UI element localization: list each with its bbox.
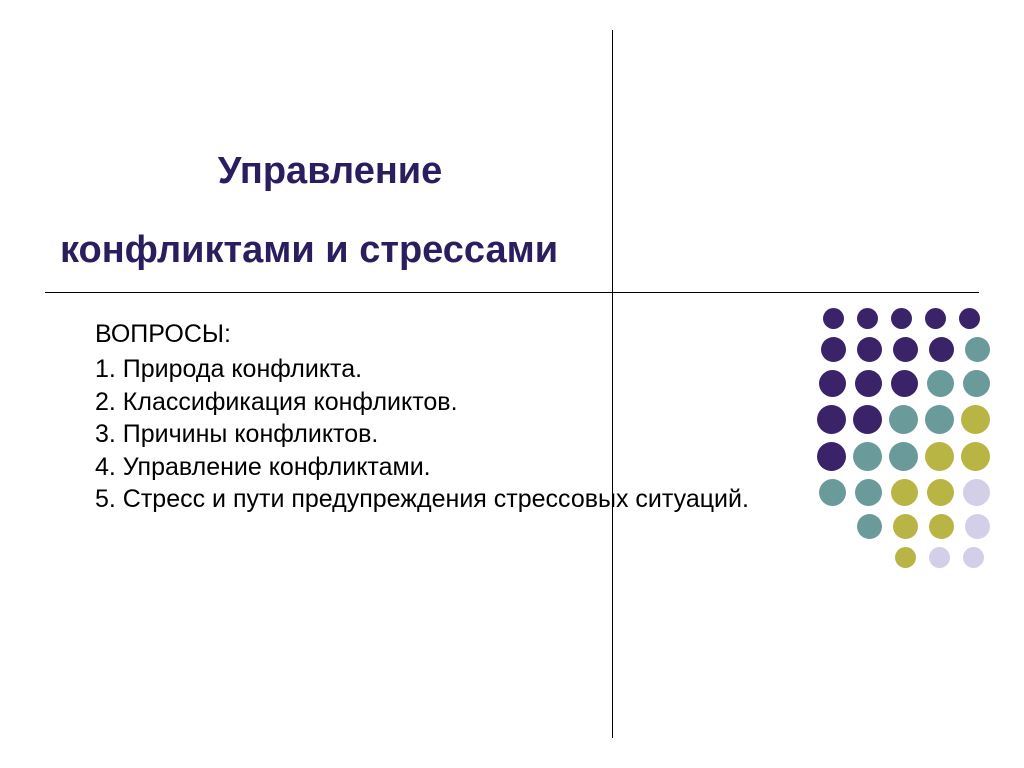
decorative-dot xyxy=(817,405,846,434)
decorative-dot xyxy=(925,405,954,434)
decorative-dot xyxy=(857,337,882,362)
dot-row xyxy=(821,337,990,362)
decorative-dot xyxy=(929,337,954,362)
decorative-dot xyxy=(893,514,918,539)
decorative-dot xyxy=(925,442,954,471)
decorative-dot xyxy=(895,547,916,568)
decorative-dot xyxy=(823,308,844,329)
decorative-dot xyxy=(891,370,918,397)
decorative-dot xyxy=(891,308,912,329)
decorative-dot xyxy=(855,479,882,506)
dot-row xyxy=(857,514,990,539)
decorative-dot xyxy=(961,405,990,434)
question-item: 5. Стресс и пути предупреждения стрессов… xyxy=(95,483,795,516)
decorative-dot xyxy=(817,442,846,471)
decorative-dot xyxy=(927,370,954,397)
decorative-dot xyxy=(889,442,918,471)
decorative-dot xyxy=(857,308,878,329)
decorative-dot xyxy=(963,370,990,397)
decorative-dot xyxy=(893,337,918,362)
question-item: 3. Причины конфликтов. xyxy=(95,418,795,451)
question-item: 2. Классификация конфликтов. xyxy=(95,386,795,419)
questions-heading: ВОПРОСЫ: xyxy=(95,320,795,349)
decorative-dot xyxy=(959,308,980,329)
question-item: 4. Управление конфликтами. xyxy=(95,451,795,484)
question-item: 1. Природа конфликта. xyxy=(95,353,795,386)
decorative-dot xyxy=(929,514,954,539)
dot-row xyxy=(819,370,990,397)
decorative-dot xyxy=(929,547,950,568)
horizontal-divider xyxy=(45,292,979,293)
dot-row xyxy=(819,479,990,506)
dot-row xyxy=(817,405,990,434)
decorative-dot xyxy=(965,337,990,362)
title-line-1: Управление xyxy=(60,145,600,198)
questions-section: ВОПРОСЫ: 1. Природа конфликта. 2. Класси… xyxy=(95,320,795,516)
decorative-dot xyxy=(821,337,846,362)
decorative-dot xyxy=(819,370,846,397)
dot-row xyxy=(817,442,990,471)
decorative-dot xyxy=(853,442,882,471)
decorative-dot xyxy=(927,479,954,506)
decorative-dots xyxy=(823,308,990,568)
decorative-dot xyxy=(857,514,882,539)
decorative-dot xyxy=(855,370,882,397)
dot-row xyxy=(823,308,990,329)
decorative-dot xyxy=(961,442,990,471)
slide-title: Управление конфликтами и стрессами xyxy=(60,145,600,277)
title-line-2: конфликтами и стрессами xyxy=(60,224,600,277)
decorative-dot xyxy=(963,547,984,568)
decorative-dot xyxy=(819,479,846,506)
decorative-dot xyxy=(925,308,946,329)
dot-row xyxy=(895,547,990,568)
decorative-dot xyxy=(963,479,990,506)
decorative-dot xyxy=(853,405,882,434)
decorative-dot xyxy=(889,405,918,434)
decorative-dot xyxy=(965,514,990,539)
decorative-dot xyxy=(891,479,918,506)
